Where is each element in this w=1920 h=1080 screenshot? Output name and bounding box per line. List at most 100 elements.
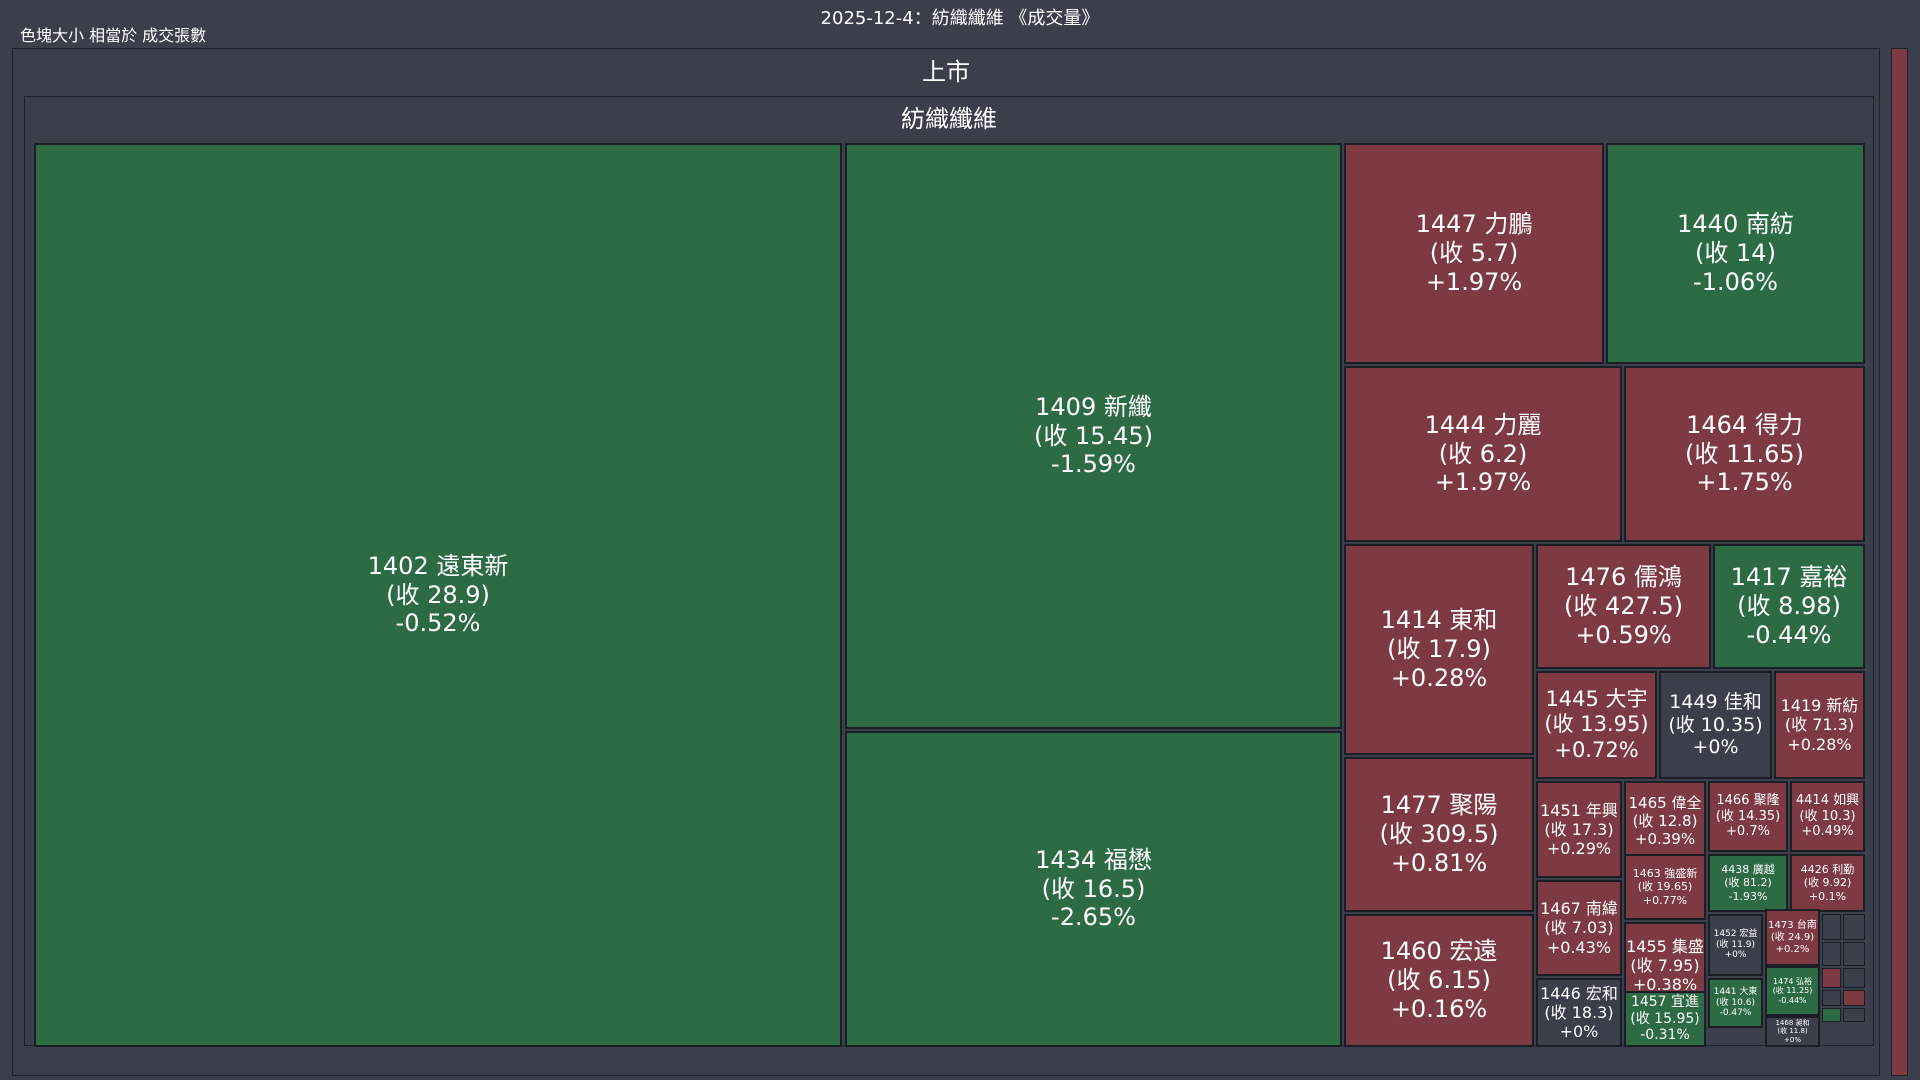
treemap-tile-4426[interactable]: 4426 利勤 (收 9.92) +0.1% — [1790, 854, 1865, 912]
tile-label: 4438 廣越 — [1721, 863, 1775, 877]
treemap-tile-4414[interactable]: 4414 如興 (收 10.3) +0.49% — [1790, 781, 1865, 852]
treemap-tile-1440[interactable]: 1440 南紡 (收 14) -1.06% — [1606, 143, 1865, 364]
tile-label: 1468 昶和 — [1775, 1018, 1810, 1027]
tile-close: (收 71.3) — [1784, 715, 1855, 735]
treemap-tile-1463[interactable]: 1463 強盛新 (收 19.65) +0.77% — [1624, 854, 1706, 920]
treemap-tile-1444[interactable]: 1444 力麗 (收 6.2) +1.97% — [1344, 366, 1622, 542]
tile-label: 1460 宏遠 — [1380, 937, 1498, 966]
treemap-tile-1466[interactable]: 1466 聚隆 (收 14.35) +0.7% — [1708, 781, 1788, 852]
tile-change: -0.31% — [1640, 1027, 1690, 1044]
tile-label: 1476 儒鴻 — [1565, 563, 1682, 592]
treemap-tile-1476[interactable]: 1476 儒鴻 (收 427.5) +0.59% — [1536, 544, 1711, 669]
tile-change: +0.39% — [1634, 830, 1696, 848]
treemap-tile-1402[interactable]: 1402 遠東新 (收 28.9) -0.52% — [34, 143, 842, 1047]
tile-change: +0.7% — [1726, 824, 1770, 840]
tile-close: (收 427.5) — [1563, 592, 1684, 621]
sector-label: 紡織纖維 — [901, 105, 997, 133]
treemap-tile-1445[interactable]: 1445 大宇 (收 13.95) +0.72% — [1536, 671, 1657, 779]
treemap-tile-small[interactable] — [1843, 968, 1865, 988]
tile-close: (收 17.3) — [1544, 819, 1614, 839]
treemap-tile-1449[interactable]: 1449 佳和 (收 10.35) +0% — [1659, 671, 1772, 779]
tile-change: +0.49% — [1801, 824, 1854, 840]
treemap-tile-1464[interactable]: 1464 得力 (收 11.65) +1.75% — [1624, 366, 1865, 542]
treemap-tile-1409[interactable]: 1409 新纖 (收 15.45) -1.59% — [845, 143, 1342, 729]
treemap-tile-1434[interactable]: 1434 福懋 (收 16.5) -2.65% — [845, 731, 1342, 1047]
tile-change: -0.44% — [1778, 995, 1807, 1005]
tile-close: (收 11.65) — [1684, 439, 1805, 468]
tile-close: (收 11.8) — [1777, 1027, 1808, 1036]
treemap-tile-1447[interactable]: 1447 力鵬 (收 5.7) +1.97% — [1344, 143, 1604, 364]
treemap-tile-1419[interactable]: 1419 新紡 (收 71.3) +0.28% — [1774, 671, 1865, 779]
treemap-tile-small[interactable] — [1822, 990, 1841, 1006]
tile-change: -2.65% — [1051, 903, 1136, 932]
tile-label: 1419 新紡 — [1780, 696, 1859, 716]
tile-change: -0.47% — [1719, 1008, 1752, 1019]
treemap-tile-1452[interactable]: 1452 宏益 (收 11.9) +0% — [1708, 914, 1763, 976]
treemap-tile-1451[interactable]: 1451 年興 (收 17.3) +0.29% — [1536, 781, 1622, 878]
tile-change: +0.38% — [1632, 975, 1698, 995]
tile-change: -1.06% — [1693, 267, 1778, 296]
treemap-tile-1474[interactable]: 1474 弘裕 (收 11.25) -0.44% — [1765, 966, 1820, 1016]
treemap-tile-1446[interactable]: 1446 宏和 (收 18.3) +0% — [1536, 978, 1622, 1047]
market-label: 上市 — [922, 58, 970, 86]
tile-change: +0.72% — [1554, 737, 1639, 762]
tile-label: 1466 聚隆 — [1716, 793, 1780, 809]
tile-label: 1449 佳和 — [1669, 690, 1762, 713]
treemap-tile-1473[interactable]: 1473 台南 (收 24.9) +0.2% — [1765, 909, 1820, 966]
treemap-tile-small[interactable] — [1822, 914, 1841, 940]
treemap-tile-1414[interactable]: 1414 東和 (收 17.9) +0.28% — [1344, 544, 1534, 755]
tile-label: 1474 弘裕 — [1773, 976, 1812, 986]
tile-close: (收 81.2) — [1724, 876, 1772, 890]
treemap-tile-1460[interactable]: 1460 宏遠 (收 6.15) +0.16% — [1344, 914, 1534, 1047]
tile-label: 1409 新纖 — [1035, 392, 1152, 421]
tile-change: +0% — [1559, 1022, 1599, 1042]
treemap-tile-1417[interactable]: 1417 嘉裕 (收 8.98) -0.44% — [1713, 544, 1865, 669]
tile-close: (收 15.95) — [1630, 1010, 1700, 1027]
tile-label: 1463 強盛新 — [1632, 867, 1698, 881]
chart-title: 2025-12-4：紡織纖維 《成交量》 — [820, 8, 1100, 29]
treemap-tile-small[interactable] — [1843, 990, 1865, 1006]
tile-change: +1.97% — [1434, 468, 1532, 497]
tile-label: 1465 偉全 — [1628, 794, 1702, 812]
treemap-tile-1457[interactable]: 1457 宜進 (收 15.95) -0.31% — [1624, 991, 1706, 1047]
tile-change: +0.43% — [1546, 937, 1612, 957]
tile-label: 1464 得力 — [1686, 410, 1803, 439]
tile-close: (收 16.5) — [1041, 874, 1146, 903]
tile-label: 4426 利勤 — [1800, 863, 1855, 877]
tile-close: (收 13.95) — [1544, 712, 1649, 737]
treemap-tile-small[interactable] — [1843, 942, 1865, 966]
treemap-tile-small[interactable] — [1843, 914, 1865, 940]
tile-label: 1434 福懋 — [1035, 845, 1152, 874]
treemap-tile-1465[interactable]: 1465 偉全 (收 12.8) +0.39% — [1624, 781, 1706, 861]
tile-label: 1441 大東 — [1713, 986, 1758, 997]
treemap-tile-1468[interactable]: 1468 昶和 (收 11.8) +0% — [1765, 1016, 1820, 1047]
tile-change: +0.77% — [1642, 893, 1688, 907]
tile-close: (收 10.35) — [1668, 713, 1763, 736]
tile-close: (收 10.6) — [1716, 997, 1755, 1008]
treemap-tile-small[interactable] — [1822, 1008, 1841, 1022]
tile-change: -1.59% — [1051, 450, 1136, 479]
tile-close: (收 11.25) — [1772, 986, 1813, 996]
treemap-tile-small[interactable] — [1822, 942, 1841, 966]
tile-change: -0.44% — [1746, 620, 1832, 649]
tile-label: 1457 宜進 — [1630, 993, 1700, 1010]
treemap-tile-small[interactable] — [1822, 968, 1841, 988]
tile-change: +0.28% — [1787, 734, 1852, 754]
treemap-tile-small[interactable] — [1843, 1008, 1865, 1022]
tile-label: 1451 年興 — [1540, 800, 1618, 820]
tile-close: (收 24.9) — [1770, 931, 1815, 943]
treemap-tile-4438[interactable]: 4438 廣越 (收 81.2) -1.93% — [1708, 854, 1788, 912]
tile-close: (收 309.5) — [1379, 820, 1499, 849]
tile-label: 4414 如興 — [1795, 793, 1860, 809]
treemap-tile-1477[interactable]: 1477 聚陽 (收 309.5) +0.81% — [1344, 757, 1534, 912]
tile-close: (收 6.15) — [1387, 966, 1491, 995]
tile-close: (收 17.9) — [1387, 635, 1491, 664]
tile-label: 1447 力鵬 — [1415, 210, 1533, 239]
tile-close: (收 14) — [1695, 239, 1776, 268]
tile-change: +0.29% — [1546, 839, 1612, 859]
tile-label: 1445 大宇 — [1545, 687, 1648, 712]
other-sector-tile[interactable] — [1891, 48, 1908, 1076]
treemap-tile-1441[interactable]: 1441 大東 (收 10.6) -0.47% — [1708, 978, 1763, 1028]
tile-close: (收 9.92) — [1803, 876, 1852, 890]
treemap-tile-1467[interactable]: 1467 南緯 (收 7.03) +0.43% — [1536, 880, 1622, 976]
